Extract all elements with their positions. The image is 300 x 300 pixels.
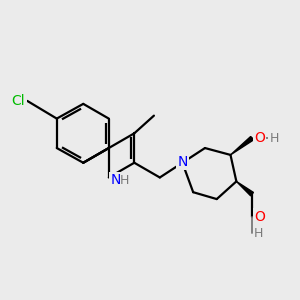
Text: H: H [120,174,129,187]
Text: O: O [254,131,265,145]
Text: Cl: Cl [12,94,26,108]
Polygon shape [236,182,254,196]
Text: H: H [270,132,279,145]
Text: O: O [254,210,265,224]
Polygon shape [230,136,254,155]
Text: H: H [254,227,263,240]
Text: N: N [111,173,121,188]
Text: N: N [177,155,188,169]
